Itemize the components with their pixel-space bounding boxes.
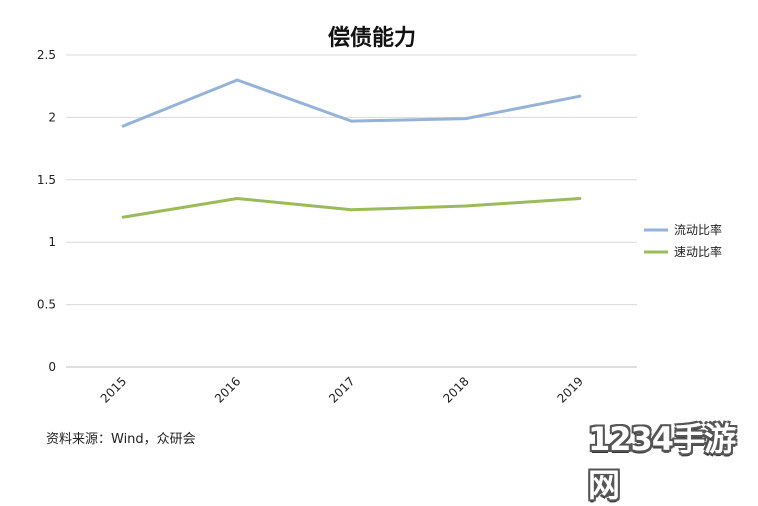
gridlines (66, 54, 637, 368)
watermark-logo: 1234手游网 (588, 420, 736, 504)
y-tick-label: 1.5 (37, 173, 56, 187)
x-tick-label: 2017 (326, 374, 357, 405)
y-tick-label: 2.5 (37, 48, 56, 62)
x-axis-ticks: 2015 2016 2017 2018 2019 (98, 374, 586, 405)
series-line (121, 78, 582, 128)
series-line (121, 197, 582, 219)
y-tick-label: 0.5 (37, 298, 56, 312)
y-tick-label: 2 (48, 110, 56, 124)
source-note: 资料来源：Wind，众研会 (46, 432, 196, 447)
y-tick-label: 0 (48, 360, 56, 374)
legend-label: 流动比率 (674, 222, 722, 237)
x-tick-label: 2016 (212, 374, 243, 405)
y-tick-label: 1 (48, 235, 56, 249)
line-chart: 偿债能力 0 0.5 1 1.5 2 2.5 2015 2016 2017 2018 2019 流… (37, 25, 722, 406)
series-lines (121, 78, 582, 219)
legend-label: 速动比率 (674, 244, 722, 259)
x-tick-label: 2015 (98, 374, 129, 405)
chart-title: 偿债能力 (328, 25, 416, 51)
x-tick-label: 2019 (555, 374, 586, 405)
y-axis-ticks: 0 0.5 1 1.5 2 2.5 (37, 48, 56, 374)
x-tick-label: 2018 (440, 374, 471, 405)
